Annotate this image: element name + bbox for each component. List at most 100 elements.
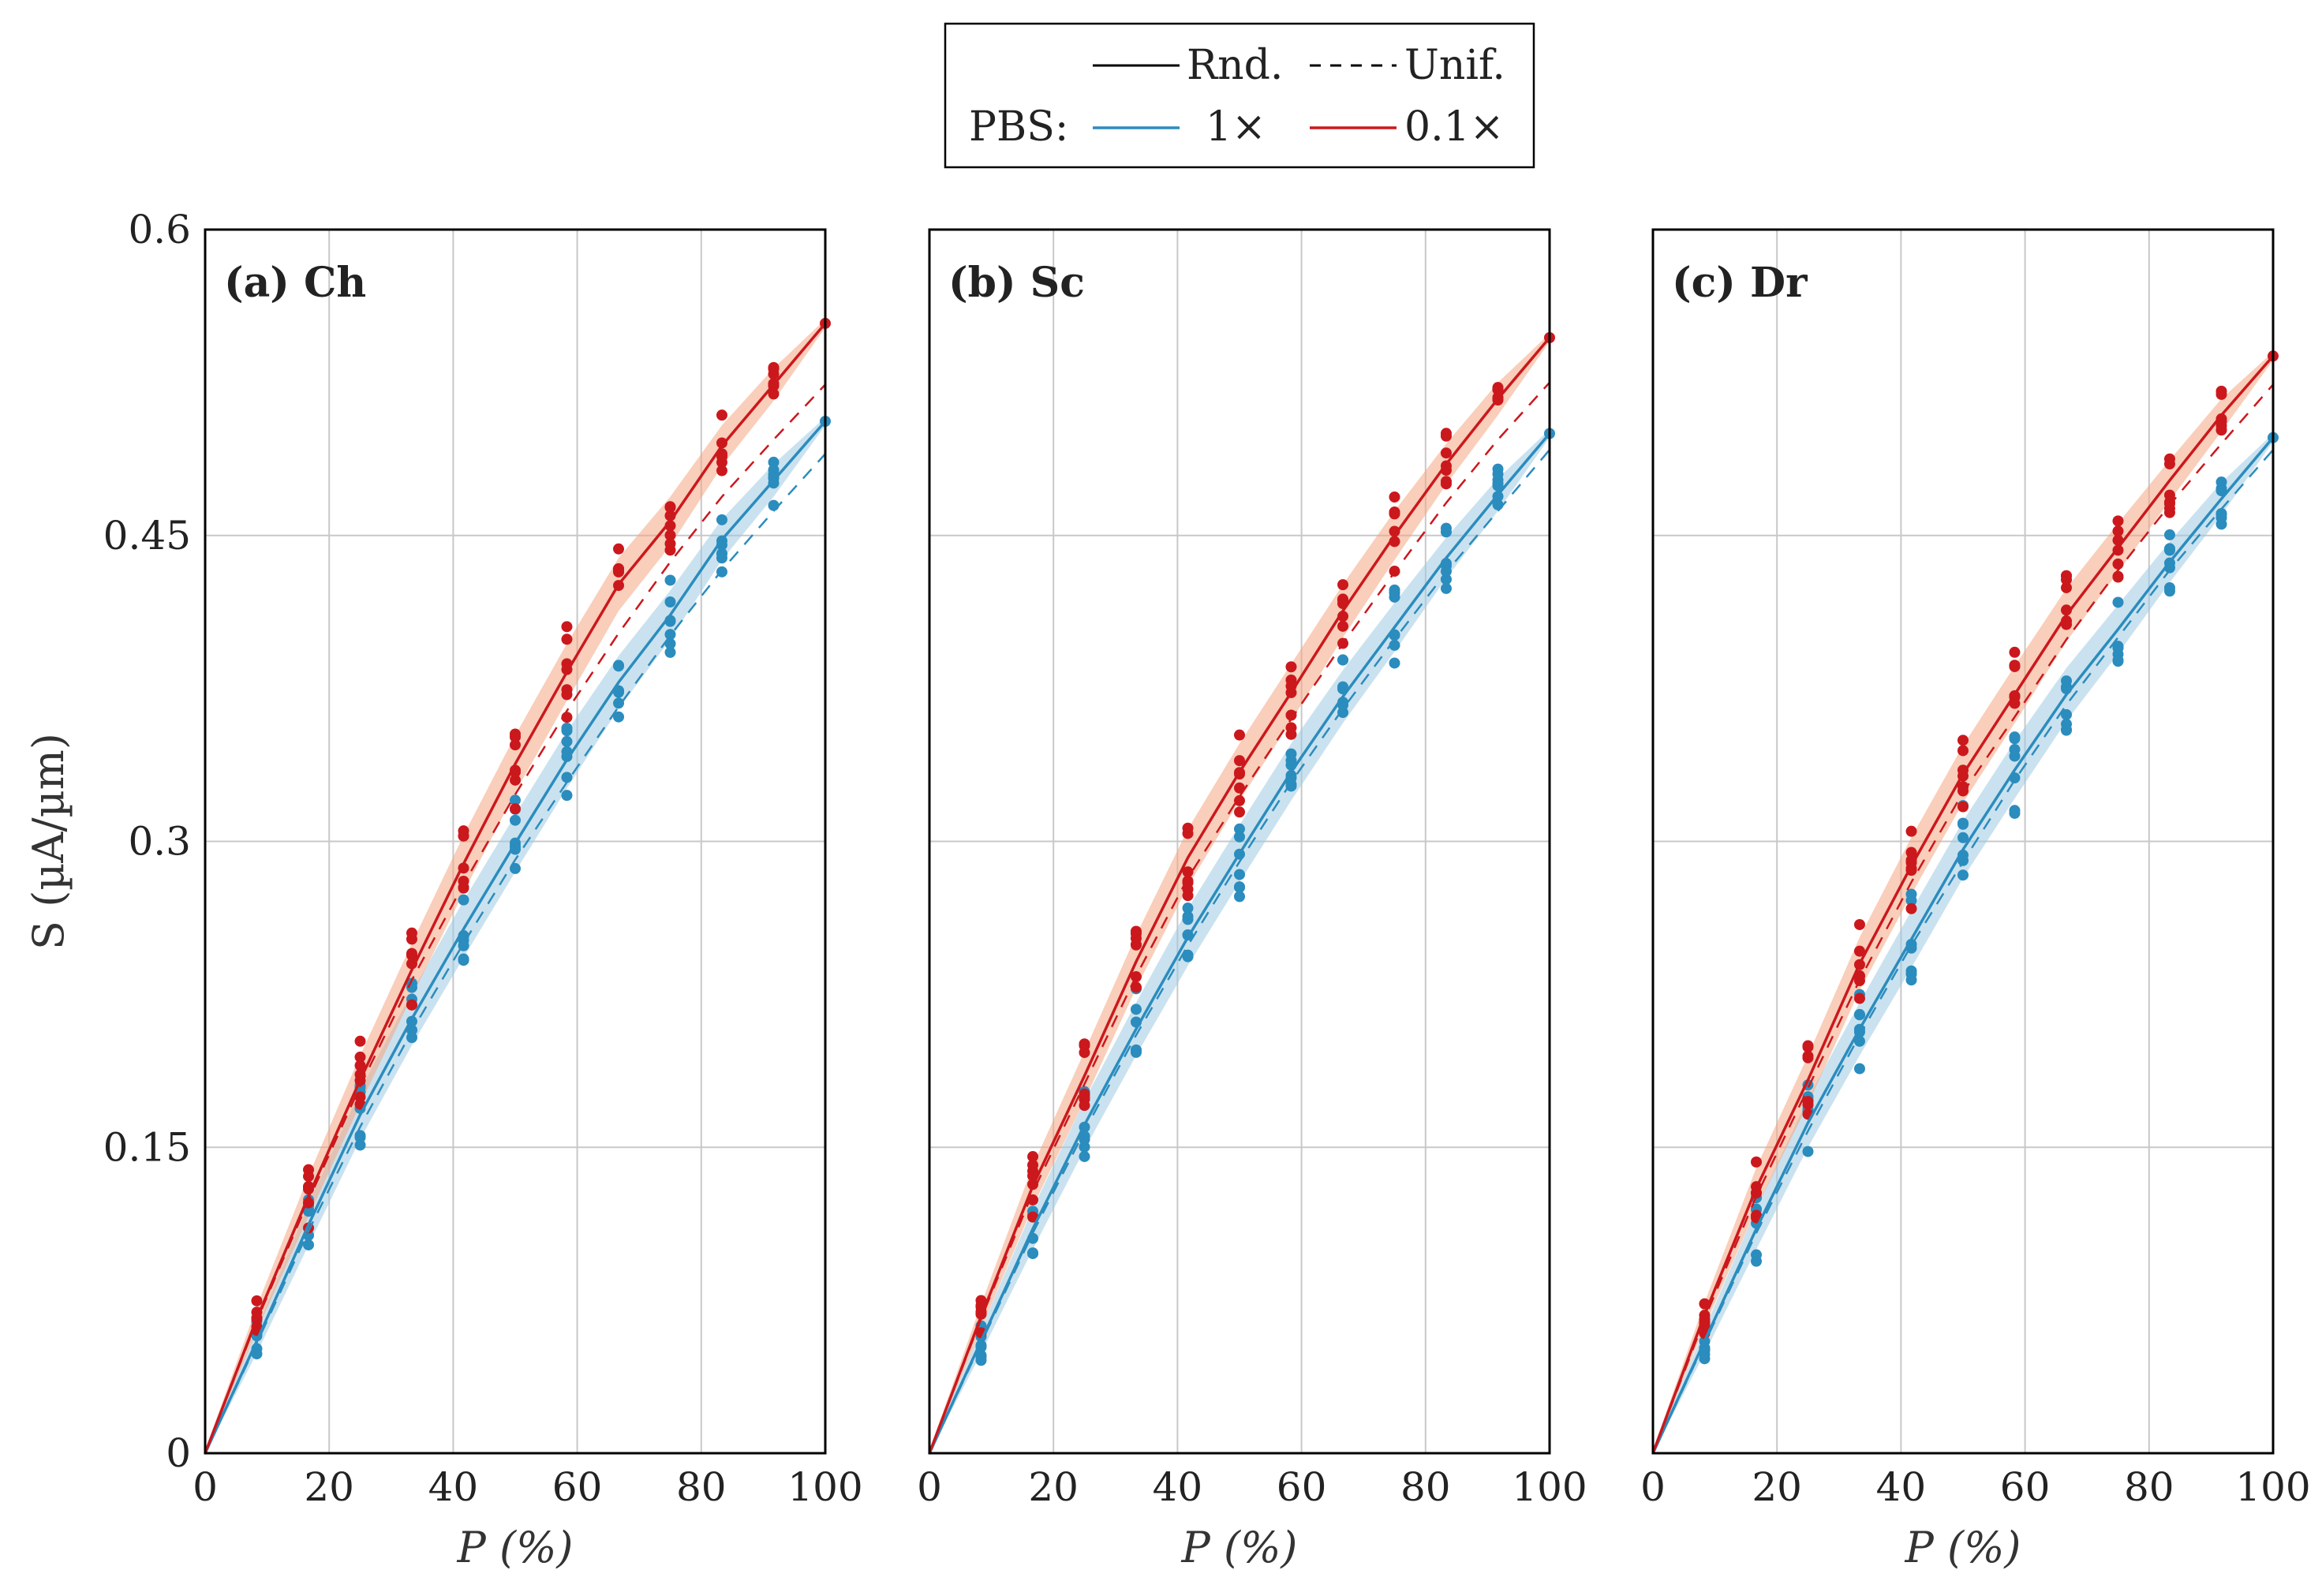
point-1x bbox=[561, 735, 573, 747]
point-1x bbox=[1905, 974, 1917, 986]
point-01x bbox=[2215, 385, 2227, 397]
point-01x bbox=[2215, 413, 2227, 424]
point-01x bbox=[510, 803, 521, 815]
x-tick-label: 80 bbox=[2124, 1464, 2174, 1510]
point-01x bbox=[561, 621, 573, 633]
x-tick-label: 0 bbox=[193, 1464, 218, 1510]
point-01x bbox=[1389, 525, 1400, 537]
point-1x bbox=[1182, 914, 1194, 925]
point-01x bbox=[1027, 1211, 1039, 1223]
point-1x bbox=[613, 660, 625, 671]
point-1x bbox=[510, 794, 521, 806]
point-01x bbox=[1751, 1209, 1763, 1221]
line-01x-rnd bbox=[204, 322, 827, 1454]
point-1x bbox=[1440, 522, 1452, 534]
point-01x bbox=[1957, 801, 1969, 813]
point-01x bbox=[510, 739, 521, 751]
point-01x bbox=[1853, 945, 1865, 957]
y-tick-label: 0.6 bbox=[128, 207, 191, 252]
point-1x bbox=[561, 722, 573, 734]
point-01x bbox=[768, 388, 780, 400]
point-1x bbox=[1853, 1063, 1865, 1075]
point-1x bbox=[561, 790, 573, 802]
plot-frame bbox=[1651, 228, 2275, 1455]
point-1x bbox=[1389, 584, 1400, 596]
point-01x bbox=[1285, 661, 1297, 673]
point-1x bbox=[613, 711, 625, 723]
x-tick-label: 80 bbox=[676, 1464, 727, 1510]
point-01x bbox=[716, 409, 727, 421]
point-1x bbox=[1337, 681, 1349, 693]
point-01x bbox=[1182, 890, 1194, 902]
point-1x bbox=[1905, 965, 1917, 977]
x-tick-label: 40 bbox=[1876, 1464, 1927, 1510]
point-01x bbox=[716, 450, 727, 462]
point-01x bbox=[1337, 579, 1349, 591]
point-01x bbox=[2163, 458, 2175, 470]
point-01x bbox=[1285, 722, 1297, 734]
point-01x bbox=[1492, 382, 1504, 394]
point-1x bbox=[1337, 654, 1349, 666]
point-1x bbox=[1957, 832, 1969, 843]
x-tick-label: 20 bbox=[304, 1464, 354, 1510]
y-tick-label: 0 bbox=[166, 1430, 191, 1476]
point-1x bbox=[1905, 895, 1917, 906]
point-01x bbox=[458, 882, 469, 894]
legend-rnd-label: Rnd. bbox=[1187, 42, 1283, 89]
point-01x bbox=[613, 543, 625, 555]
legend: Rnd. Unif. PBS: 1× 0.1× bbox=[944, 22, 1535, 169]
point-01x bbox=[1389, 506, 1400, 518]
point-1x bbox=[664, 638, 676, 650]
point-1x bbox=[716, 552, 727, 564]
legend-01x-label: 0.1× bbox=[1404, 103, 1504, 151]
point-01x bbox=[613, 563, 625, 575]
point-1x bbox=[613, 697, 625, 709]
point-01x bbox=[458, 830, 469, 842]
point-01x bbox=[664, 501, 676, 513]
point-1x bbox=[1957, 869, 1969, 881]
point-01x bbox=[2061, 570, 2073, 581]
legend-frame bbox=[944, 22, 1535, 169]
point-1x bbox=[1079, 1150, 1090, 1162]
point-01x bbox=[1905, 825, 1917, 837]
legend-unif-label: Unif. bbox=[1404, 42, 1505, 89]
point-1x bbox=[458, 955, 469, 966]
point-1x bbox=[716, 514, 727, 525]
point-1x bbox=[975, 1351, 987, 1362]
x-tick-label: 60 bbox=[552, 1464, 603, 1510]
point-1x bbox=[1853, 1035, 1865, 1047]
panel-ch: 0 20 40 60 80 100 0 0.15 0.3 0.45 0.6 P (%) S (µA/µm… bbox=[24, 207, 863, 1572]
y-tick-label: 0.15 bbox=[103, 1124, 191, 1170]
point-01x bbox=[1234, 806, 1245, 818]
point-01x bbox=[1234, 755, 1245, 767]
line-01x-rnd bbox=[1651, 355, 2275, 1454]
line-1x-unif bbox=[928, 449, 1550, 1454]
point-1x bbox=[1389, 657, 1400, 669]
panel-dr: 0 20 40 60 80 100 P (%) (c) Dr bbox=[1640, 228, 2311, 1572]
x-tick-label: 0 bbox=[1640, 1464, 1666, 1510]
point-01x bbox=[1957, 734, 1969, 746]
point-1x bbox=[2061, 708, 2073, 720]
point-1x bbox=[1027, 1247, 1039, 1259]
point-01x bbox=[2112, 515, 2124, 527]
point-01x bbox=[1079, 1100, 1090, 1112]
point-01x bbox=[406, 999, 417, 1011]
point-01x bbox=[1130, 928, 1142, 940]
point-1x bbox=[1492, 468, 1504, 480]
point-01x bbox=[1130, 981, 1142, 993]
line-01x-unif bbox=[204, 383, 826, 1454]
point-1x bbox=[2061, 675, 2073, 687]
point-01x bbox=[406, 927, 417, 939]
point-01x bbox=[1234, 794, 1245, 806]
line-1x-rnd bbox=[204, 420, 827, 1454]
line-1x-unif bbox=[204, 453, 826, 1454]
point-01x bbox=[354, 1051, 366, 1063]
y-tick-label: 0.3 bbox=[128, 819, 191, 865]
point-1x bbox=[2215, 507, 2227, 519]
point-1x bbox=[1802, 1146, 1814, 1157]
point-01x bbox=[1027, 1151, 1039, 1163]
x-axis-label: P (%) bbox=[457, 1523, 574, 1572]
line-01x-unif bbox=[1651, 383, 2274, 1454]
point-1x bbox=[2215, 477, 2227, 488]
